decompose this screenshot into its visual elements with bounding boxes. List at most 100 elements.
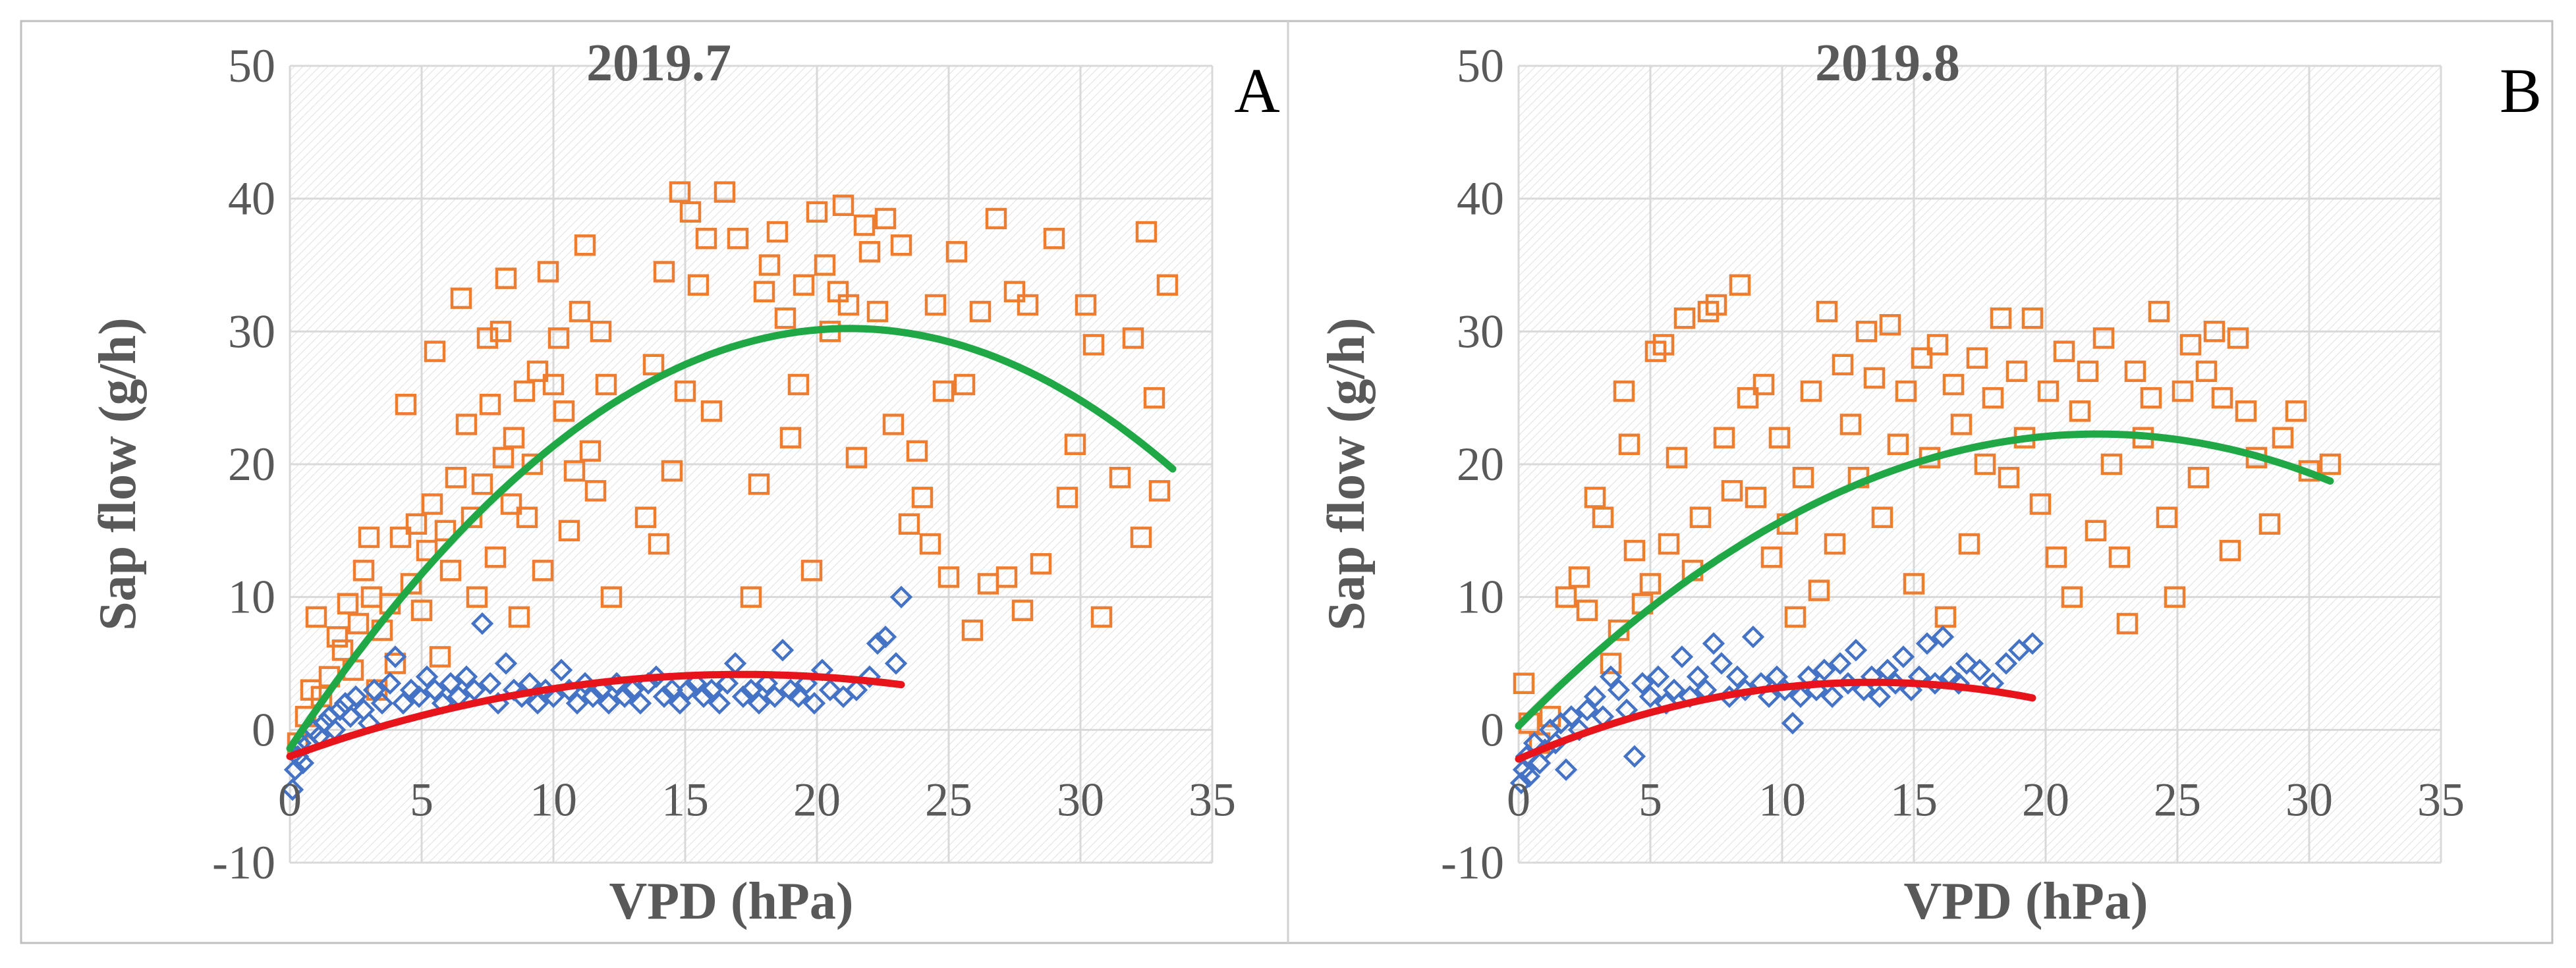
data-point-square	[2053, 340, 2075, 362]
data-point-diamond	[2021, 632, 2044, 655]
data-point-diamond	[283, 758, 307, 782]
data-point-diamond	[1686, 665, 1710, 688]
data-point-square	[2171, 380, 2194, 402]
data-point-diamond	[328, 698, 352, 722]
data-point-square	[1600, 653, 1622, 674]
data-point-square	[513, 380, 536, 402]
data-point-square	[961, 619, 984, 641]
data-point-square	[814, 254, 836, 276]
data-point-square	[2187, 466, 2210, 489]
data-point-square	[2227, 327, 2249, 349]
data-point-square	[700, 400, 723, 422]
data-point-diamond	[542, 685, 565, 709]
data-point-diamond	[439, 672, 462, 695]
data-point-square	[1800, 380, 1822, 402]
data-point-square	[924, 294, 947, 316]
data-point-square	[1990, 307, 2012, 329]
data-point-diamond	[1931, 625, 1955, 649]
data-point-square	[1090, 606, 1113, 628]
x-tick-label: 5	[410, 773, 434, 826]
grid-a	[289, 65, 1214, 864]
data-point-square	[1713, 427, 1735, 448]
data-point-diamond	[802, 691, 826, 715]
data-point-square	[450, 287, 472, 309]
data-point-diamond	[1509, 771, 1533, 795]
data-point-square	[2045, 546, 2067, 568]
data-point-diamond	[423, 678, 447, 702]
y-tick-label: 30	[228, 305, 275, 358]
data-point-square	[1705, 294, 1727, 316]
data-point-square	[2085, 520, 2107, 542]
data-point-square	[2100, 453, 2123, 475]
data-point-square	[858, 241, 881, 263]
data-point-square	[1887, 433, 1909, 455]
data-point-square	[874, 207, 897, 230]
x-axis-title-b: VPD (hPa)	[1903, 873, 2148, 930]
data-point-square	[476, 327, 499, 349]
data-point-square	[516, 506, 538, 528]
data-point-square	[1879, 314, 1901, 336]
data-point-diamond	[1575, 698, 1599, 722]
data-point-square	[1745, 487, 1767, 508]
data-point-square	[2285, 400, 2307, 422]
y-ticks-b: -10 0 10 20 30 40 50	[1441, 40, 1504, 889]
data-point-square	[537, 261, 559, 282]
data-point-diamond	[462, 678, 486, 702]
data-point-diamond	[1710, 652, 1733, 675]
data-point-square	[2164, 586, 2186, 608]
data-point-square	[553, 400, 575, 422]
data-point-square	[1122, 327, 1144, 349]
data-point-square	[1618, 433, 1640, 455]
data-point-diamond	[1915, 632, 1939, 655]
data-point-square	[1082, 334, 1105, 356]
data-point-square	[806, 201, 828, 223]
data-point-diamond	[866, 632, 889, 655]
data-point-square	[1903, 573, 1925, 595]
x-tick-label: 20	[793, 773, 841, 826]
y-axis-title-b: Sap flow (g/h)	[1318, 317, 1376, 631]
data-point-square	[2195, 360, 2218, 383]
data-point-diamond	[455, 665, 478, 688]
data-point-square	[1737, 387, 1759, 409]
data-point-square	[1871, 506, 1893, 528]
data-point-diamond	[581, 685, 605, 709]
data-point-diamond	[470, 612, 494, 635]
data-point-diamond	[1725, 665, 1749, 688]
data-point-square	[748, 473, 770, 495]
data-point-diamond	[652, 685, 676, 709]
data-point-square	[2140, 387, 2162, 409]
y-tick-label: 10	[1457, 571, 1504, 624]
fit-line-fit-large	[286, 325, 1177, 753]
data-point-square	[832, 194, 854, 216]
data-point-square	[1942, 373, 1965, 396]
x-tick-label: 30	[1057, 773, 1104, 826]
x-ticks-a: 0 5 10 15 20 25 30 35	[278, 773, 1236, 826]
data-point-square	[503, 427, 525, 448]
data-point-square	[642, 354, 665, 375]
chart-title-b: 2019.8	[1815, 34, 1960, 92]
data-point-square	[919, 533, 941, 555]
data-point-square	[758, 254, 781, 276]
x-tick-label: 25	[2154, 773, 2201, 826]
data-point-square	[326, 626, 349, 648]
data-point-square	[1623, 539, 1646, 562]
data-point-diamond	[494, 652, 518, 675]
data-point-square	[753, 281, 775, 303]
data-point-diamond	[1654, 691, 1678, 715]
data-point-square	[1792, 466, 1814, 489]
data-point-square	[558, 520, 580, 542]
data-point-square	[890, 234, 912, 256]
data-point-square	[2319, 453, 2341, 475]
data-point-square	[2179, 334, 2202, 356]
y-tick-label: 40	[1457, 173, 1504, 225]
data-point-diamond	[874, 625, 897, 649]
data-point-square	[569, 300, 591, 323]
data-point-diamond	[407, 685, 431, 709]
data-point-square	[595, 373, 617, 396]
data-point-square	[1689, 506, 1712, 528]
data-point-square	[2235, 400, 2257, 422]
data-point-square	[1911, 347, 1933, 369]
data-point-square	[532, 560, 554, 581]
